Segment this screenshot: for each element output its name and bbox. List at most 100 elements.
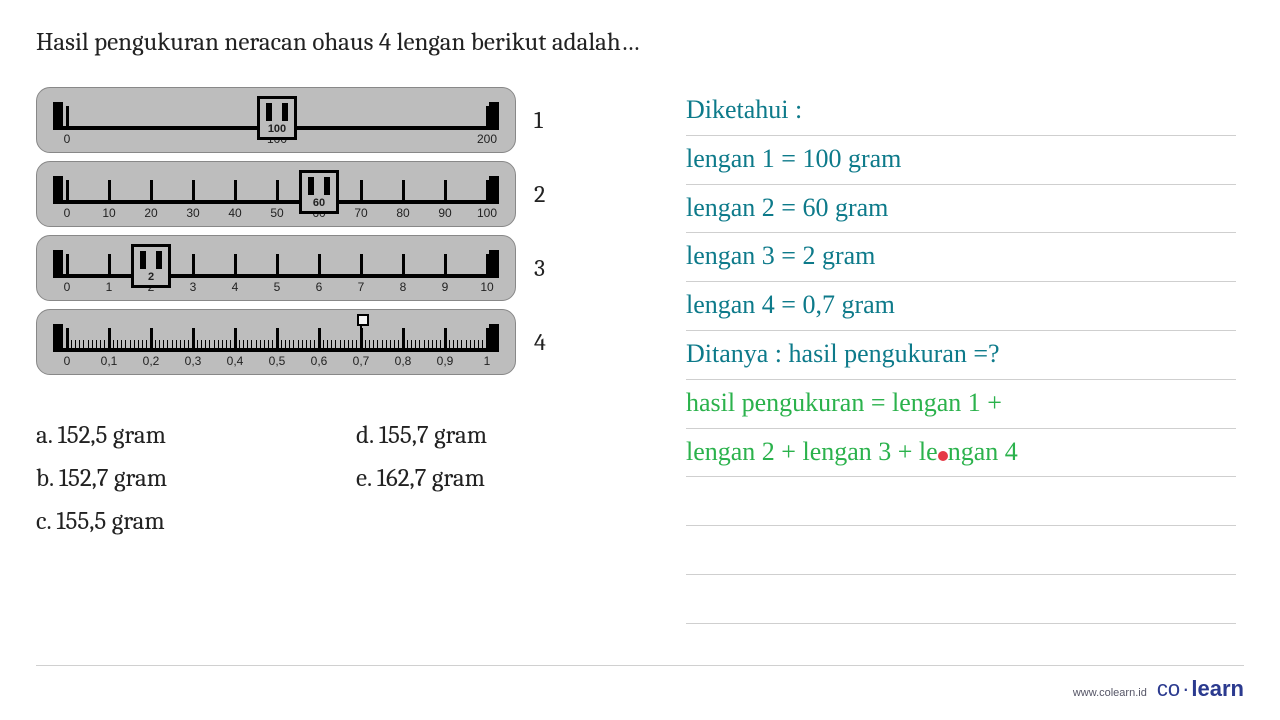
note-line: lengan 4 = 0,7 gram — [686, 282, 1236, 331]
tick-label: 40 — [228, 206, 241, 220]
tick-label: 0,3 — [185, 354, 202, 368]
tick-label: 80 — [396, 206, 409, 220]
answer-option[interactable]: d. 155,7 gram — [356, 421, 676, 450]
tick — [486, 106, 489, 128]
tick-label: 0,4 — [227, 354, 244, 368]
tick-label: 4 — [232, 280, 239, 294]
note-line: hasil pengukuran = lengan 1 + — [686, 380, 1236, 429]
beam-scale: 0100100200 — [36, 87, 516, 153]
tick-label: 100 — [477, 206, 497, 220]
tick — [108, 180, 111, 202]
answer-option[interactable]: b. 152,7 gram — [36, 464, 356, 493]
tick — [234, 180, 237, 202]
options-col-right: d. 155,7 gram e. 162,7 gram — [356, 421, 676, 550]
beam-row: 01223456789103 — [36, 235, 546, 301]
beam-diagram: 0100100200101020304050606070809010020122… — [36, 87, 546, 375]
note-line-empty — [686, 477, 1236, 526]
rider — [354, 314, 368, 338]
tick-label: 20 — [144, 206, 157, 220]
tick-label: 5 — [274, 280, 281, 294]
beam-scale: 010203040506060708090100 — [36, 161, 516, 227]
rider: 2 — [131, 244, 171, 288]
tick-label: 0,5 — [269, 354, 286, 368]
note-line: Diketahui : — [686, 87, 1236, 136]
tick-label: 0,6 — [311, 354, 328, 368]
brand-url: www.colearn.id — [1073, 687, 1147, 699]
options-col-left: a. 152,5 gram b. 152,7 gram c. 155,5 gram — [36, 421, 356, 550]
tick — [318, 254, 321, 276]
tick-label: 10 — [102, 206, 115, 220]
tick-label: 0,8 — [395, 354, 412, 368]
tick — [444, 254, 447, 276]
brand-learn: learn — [1191, 676, 1244, 701]
tick — [192, 180, 195, 202]
tick — [192, 254, 195, 276]
tick-label: 3 — [190, 280, 197, 294]
note-line-empty — [686, 575, 1236, 624]
tick — [66, 254, 69, 276]
question-text: Hasil pengukuran neracan ohaus 4 lengan … — [36, 28, 1244, 57]
beam-number: 1 — [534, 106, 543, 134]
beam-number: 2 — [534, 180, 545, 208]
tick-label: 7 — [358, 280, 365, 294]
note-line: lengan 3 = 2 gram — [686, 233, 1236, 282]
tick — [402, 254, 405, 276]
tick-label: 90 — [438, 206, 451, 220]
tick — [402, 180, 405, 202]
tick-label: 0 — [64, 132, 71, 146]
tick — [486, 254, 489, 276]
tick-label: 0 — [64, 354, 71, 368]
beam-row: 0 0,1 0,2 0,3 0,4 0,5 0,6 0,7 0,8 0,9 1 4 — [36, 309, 546, 375]
tick-label: 10 — [480, 280, 493, 294]
rider: 100 — [257, 96, 297, 140]
note-line-empty — [686, 526, 1236, 575]
beam-number: 4 — [534, 328, 546, 356]
beam-row: 0102030405060607080901002 — [36, 161, 546, 227]
rider: 60 — [299, 170, 339, 214]
tick-label: 0 — [64, 206, 71, 220]
tick-label: 0,1 — [101, 354, 118, 368]
tick-label: 1 — [484, 354, 491, 368]
tick — [360, 254, 363, 276]
page: Hasil pengukuran neracan ohaus 4 lengan … — [0, 0, 1280, 720]
tick — [444, 180, 447, 202]
solution-notes: Diketahui :lengan 1 = 100 gramlengan 2 =… — [676, 87, 1236, 624]
note-line: Ditanya : hasil pengukuran =? — [686, 331, 1236, 380]
pointer-dot-icon — [938, 451, 948, 461]
beam-row: 01001002001 — [36, 87, 546, 153]
tick — [150, 180, 153, 202]
tick — [66, 106, 69, 128]
answer-options: a. 152,5 gramb. 152,7 gramc. 155,5 gram … — [36, 421, 676, 550]
tick-label: 0,2 — [143, 354, 160, 368]
tick — [486, 180, 489, 202]
tick-label: 200 — [477, 132, 497, 146]
tick — [360, 180, 363, 202]
tick — [66, 180, 69, 202]
tick-label: 6 — [316, 280, 323, 294]
beam-scale: 0122345678910 — [36, 235, 516, 301]
beam-scale: 0 0,1 0,2 0,3 0,4 0,5 0,6 0,7 0,8 0,9 1 — [36, 309, 516, 375]
tick — [276, 180, 279, 202]
tick-label: 0,9 — [437, 354, 454, 368]
answer-option[interactable]: c. 155,5 gram — [36, 507, 356, 536]
note-line: lengan 1 = 100 gram — [686, 136, 1236, 185]
tick-label: 30 — [186, 206, 199, 220]
tick-label: 50 — [270, 206, 283, 220]
answer-option[interactable]: e. 162,7 gram — [356, 464, 676, 493]
tick-label: 9 — [442, 280, 449, 294]
tick-label: 1 — [106, 280, 113, 294]
footer-divider — [36, 665, 1244, 666]
tick-label: 0 — [64, 280, 71, 294]
tick-label: 0,7 — [353, 354, 370, 368]
tick-label: 8 — [400, 280, 407, 294]
columns: 0100100200101020304050606070809010020122… — [36, 87, 1244, 624]
tick-label: 70 — [354, 206, 367, 220]
brand-co: co — [1157, 676, 1180, 701]
answer-option[interactable]: a. 152,5 gram — [36, 421, 356, 450]
beam-number: 3 — [534, 254, 545, 282]
left-column: 0100100200101020304050606070809010020122… — [36, 87, 676, 624]
note-line: lengan 2 + lengan 3 + lengan 4 — [686, 429, 1236, 478]
tick — [234, 254, 237, 276]
brand-sep: · — [1180, 676, 1191, 701]
brand-footer: www.colearn.id co·learn — [1073, 676, 1244, 702]
